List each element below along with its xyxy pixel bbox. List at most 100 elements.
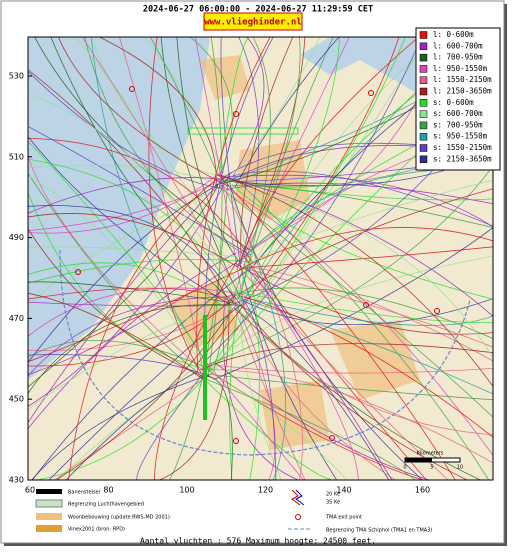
flight-track (208, 363, 493, 374)
legend-text: Begrenzing Luchthavengebied (68, 502, 144, 508)
flight-track (224, 37, 321, 185)
flight-track (238, 37, 260, 267)
flight-track (219, 174, 493, 387)
flight-track (28, 292, 204, 380)
legend-label: s: 600-700m (433, 109, 483, 118)
flight-track (48, 302, 245, 480)
flight-track (28, 164, 221, 186)
flight-track (209, 165, 493, 365)
legend-label: s: 950-1550m (433, 132, 488, 141)
flight-track (232, 294, 493, 326)
flight-track (240, 37, 294, 264)
flight-track (214, 227, 493, 380)
y-label: 510 (9, 152, 24, 161)
flight-track (233, 37, 340, 189)
scale-label: 10 (457, 465, 463, 471)
flight-track (220, 37, 242, 270)
exit-point (329, 435, 335, 441)
flight-track (243, 255, 427, 480)
exit-point (233, 438, 239, 444)
flight-track (229, 250, 254, 480)
exit-point (368, 90, 374, 96)
flight-track (37, 378, 204, 480)
flight-track (119, 37, 205, 380)
swatch-boundary (35, 499, 63, 508)
flight-track (58, 37, 230, 188)
flight-track (221, 178, 493, 201)
x-label: 100 (179, 486, 194, 495)
flight-track (32, 266, 254, 480)
flight-track (213, 373, 348, 480)
flight-track (228, 287, 493, 339)
flight-track (243, 296, 493, 438)
swatch-vinex (36, 525, 62, 532)
flight-track (28, 137, 254, 264)
legend-text: Vinex2001 (bron: RPD) (68, 527, 125, 533)
swatch-35 (295, 489, 305, 506)
flight-track (218, 186, 493, 418)
y-label: 430 (9, 476, 24, 485)
legend-text: Woonbebouwing (update RWS-MD 2001) (68, 515, 170, 521)
flight-track (222, 297, 299, 480)
legend-label: l: 600-700m (433, 41, 483, 50)
site-url[interactable]: www.vlieghinder.nl (204, 17, 302, 28)
scale-bar: Kilometers 0 5 10 (403, 451, 463, 471)
flight-track (56, 308, 234, 480)
exit-point (129, 86, 135, 92)
flight-track (195, 37, 400, 367)
flight-track (230, 295, 306, 480)
scale-label: 5 (430, 465, 433, 471)
scale-label: 0 (403, 465, 406, 471)
flight-track (218, 177, 303, 480)
flight-track (238, 266, 449, 480)
flight-track (207, 37, 223, 375)
flight-track (28, 262, 226, 309)
legend-swatch (419, 76, 428, 84)
flight-track (84, 37, 250, 258)
flight-track (231, 184, 493, 300)
flight-track (57, 361, 204, 480)
flight-track (28, 266, 247, 363)
legend-label: l: 700-950m (433, 53, 483, 62)
legend-label: s: 2150-3650m (433, 154, 492, 163)
flight-track (28, 246, 252, 259)
legend-label: l: 1550-2150m (433, 75, 492, 84)
flight-track (244, 37, 340, 299)
flight-track (68, 178, 218, 480)
flight-track (90, 37, 233, 179)
x-label: 120 (258, 486, 273, 495)
flight-track (243, 264, 393, 480)
legend-swatch (419, 87, 428, 96)
flight-track (28, 173, 198, 373)
exit-point (363, 302, 369, 308)
flight-track (203, 37, 423, 363)
flight-track (233, 307, 481, 480)
flight-track (28, 205, 235, 299)
flight-track (28, 156, 215, 380)
legend-swatch (419, 132, 428, 141)
swatch-20 (291, 489, 301, 506)
flight-track (240, 179, 493, 269)
legend-label: s: 1550-2150m (433, 143, 492, 152)
y-label: 530 (9, 72, 24, 81)
flight-track (196, 37, 271, 372)
flight-track (229, 298, 493, 436)
flight-track (252, 250, 287, 480)
x-label: 140 (336, 486, 351, 495)
legend-label: l: 950-1550m (433, 64, 488, 73)
flight-track (28, 304, 244, 394)
flight-track (242, 302, 396, 480)
urban (170, 55, 420, 450)
flight-track (202, 376, 233, 480)
flight-track (195, 370, 333, 480)
flight-track (224, 185, 493, 358)
swatch-housing (36, 513, 62, 520)
legend-label: s: 0-600m (433, 98, 474, 107)
flight-track (242, 37, 350, 259)
legend-swatch (419, 65, 428, 73)
flight-track (216, 173, 456, 480)
map-border (27, 36, 494, 481)
exit-point (434, 308, 440, 314)
runway (203, 315, 207, 420)
legend-label: l: 0-600m (433, 30, 474, 39)
